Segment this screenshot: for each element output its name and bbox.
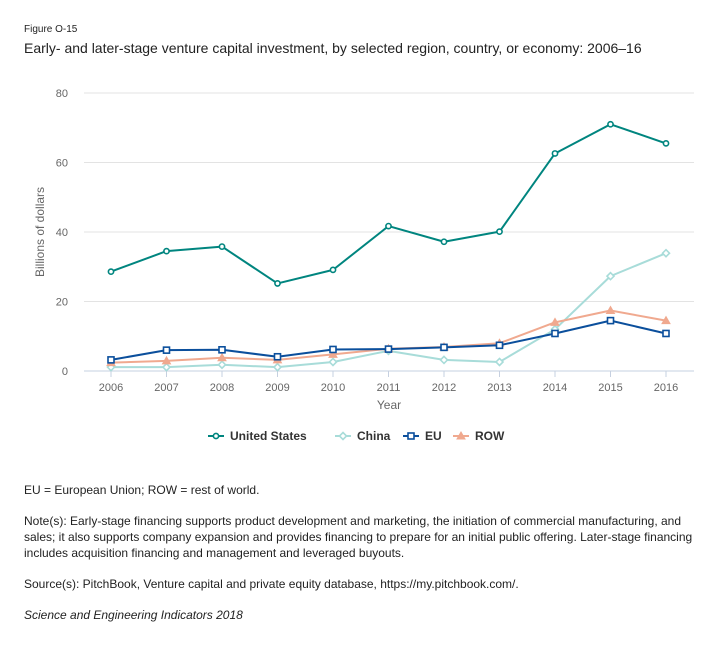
row-point <box>161 355 172 365</box>
figure-label: Figure O-15 <box>24 24 78 35</box>
eu-point <box>606 316 615 325</box>
legend: United States China EU ROW <box>208 429 505 443</box>
x-axis: 2006 2007 2008 2009 2010 2011 2012 2013 2014 2015… <box>84 370 694 394</box>
chart-title: Early- and later-stage venture capital i… <box>24 40 642 56</box>
series-row <box>106 305 671 367</box>
x-tick-label: 2013 <box>487 382 511 394</box>
china-point <box>605 271 616 281</box>
x-tick-label: 2008 <box>210 382 234 394</box>
y-axis-title: Billions of dollars <box>33 187 47 277</box>
legend-label: China <box>357 429 391 443</box>
source-text: Source(s): PitchBook, Venture capital an… <box>24 577 519 591</box>
x-tick-label: 2012 <box>432 382 456 394</box>
legend-label: United States <box>230 429 307 443</box>
eu-point <box>495 341 504 350</box>
united-states-point <box>496 228 503 236</box>
eu-point <box>107 356 115 364</box>
row-point <box>661 315 671 325</box>
series-united-states <box>107 120 670 287</box>
china-point <box>328 357 338 367</box>
united-states-point <box>385 222 392 230</box>
x-tick-label: 2015 <box>598 382 622 394</box>
legend-item-row[interactable]: ROW <box>453 429 505 443</box>
china-point <box>161 362 172 372</box>
notes-text: Note(s): Early-stage financing supports … <box>24 514 693 560</box>
legend-marker-icon <box>338 431 348 441</box>
legend-item-china[interactable]: China <box>335 429 391 443</box>
publication-credit: Science and Engineering Indicators 2018 <box>24 608 243 622</box>
eu-point <box>273 352 282 361</box>
united-states-point <box>163 247 170 255</box>
y-tick-label: 80 <box>56 88 68 100</box>
united-states-point <box>107 268 115 276</box>
eu-point <box>162 346 171 354</box>
x-axis-title: Year <box>377 398 401 412</box>
x-tick-label: 2010 <box>321 382 345 394</box>
gridlines <box>84 92 694 302</box>
row-point <box>217 352 227 362</box>
legend-marker-icon <box>407 432 415 440</box>
china-point <box>439 355 449 365</box>
eu-point <box>329 345 337 354</box>
eu-point <box>384 345 393 353</box>
x-tick-label: 2016 <box>654 382 678 394</box>
eu-point <box>218 346 226 354</box>
legend-item-eu[interactable]: EU <box>403 429 442 443</box>
y-tick-label: 40 <box>56 227 68 239</box>
united-states-point <box>329 266 337 274</box>
legend-marker-icon <box>212 432 220 440</box>
united-states-point <box>440 238 448 246</box>
china-point <box>272 362 283 372</box>
x-tick-label: 2006 <box>99 382 123 394</box>
china-point <box>661 248 671 258</box>
row-point <box>328 349 338 358</box>
series-lines <box>106 120 671 372</box>
x-tick-label: 2009 <box>265 382 289 394</box>
y-tick-label: 0 <box>62 366 68 378</box>
united-states-point <box>551 150 559 157</box>
united-states-point <box>607 120 614 128</box>
eu-point <box>440 343 448 352</box>
x-tick-label: 2007 <box>154 382 178 394</box>
eu-point <box>551 329 559 338</box>
united-states-line <box>110 123 667 285</box>
china-point <box>217 360 227 370</box>
y-tick-label: 60 <box>56 158 68 170</box>
united-states-point <box>662 139 670 147</box>
series-eu <box>107 316 670 364</box>
united-states-point <box>218 243 226 250</box>
row-point <box>605 305 616 315</box>
abbreviations-note: EU = European Union; ROW = rest of world… <box>24 483 260 497</box>
eu-point <box>662 329 670 338</box>
legend-label: EU <box>425 429 442 443</box>
legend-item-united-states[interactable]: United States <box>208 429 307 443</box>
x-tick-label: 2014 <box>543 382 567 394</box>
legend-marker-icon <box>456 430 466 440</box>
y-tick-label: 20 <box>56 297 68 309</box>
x-tick-label: 2011 <box>377 382 401 394</box>
y-axis-ticks: 0 20 40 60 80 <box>56 88 68 378</box>
united-states-point <box>274 280 281 287</box>
china-point <box>494 357 505 367</box>
legend-label: ROW <box>475 429 505 443</box>
row-point <box>550 317 560 326</box>
